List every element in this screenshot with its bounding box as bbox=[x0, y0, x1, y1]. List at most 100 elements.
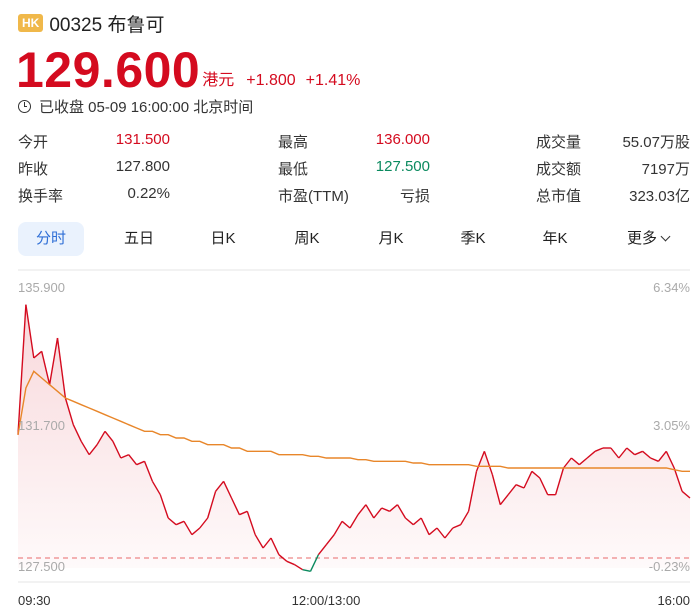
price-segment bbox=[467, 471, 478, 512]
price-segment bbox=[381, 507, 390, 512]
tab-intraday[interactable]: 分时 bbox=[18, 222, 84, 256]
stat-label-open: 今开 bbox=[18, 134, 49, 151]
price-change: +1.800 bbox=[246, 72, 296, 89]
price-segment bbox=[246, 511, 256, 535]
price-segment bbox=[88, 444, 98, 456]
price-segment bbox=[25, 304, 35, 359]
stat-value-turnover-rate: 0.22% bbox=[127, 185, 170, 202]
price-segment bbox=[41, 351, 51, 385]
price-segment bbox=[56, 337, 67, 399]
price-segment bbox=[136, 460, 145, 466]
market-status-text: 已收盘 05-09 16:00:00 北京时间 bbox=[39, 98, 254, 116]
price-segment bbox=[634, 450, 643, 456]
stat-value-turnover: 7197万 bbox=[641, 161, 690, 178]
price-segment bbox=[618, 447, 628, 459]
clock-icon bbox=[18, 99, 31, 113]
price-segment bbox=[230, 497, 241, 515]
price-change-percent: +1.41% bbox=[305, 72, 361, 89]
price-segment bbox=[143, 461, 154, 482]
price-segment bbox=[507, 484, 517, 496]
tab-five-day[interactable]: 五日 bbox=[123, 230, 154, 247]
stat-label-prev-close: 昨收 bbox=[18, 161, 49, 178]
axis-labels: 135.900 6.34% 131.700 3.05% 127.500 -0.23% 09:… bbox=[18, 280, 690, 608]
price-segment bbox=[64, 397, 74, 425]
price-segment bbox=[294, 564, 303, 571]
price-segment bbox=[104, 430, 114, 442]
price-segment bbox=[302, 569, 311, 572]
average-price-line bbox=[17, 370, 690, 473]
price-segment bbox=[373, 507, 383, 519]
stats-row: 今开 131.500 最高 136.000 成交量 55.07万股 bbox=[18, 128, 690, 155]
tab-more[interactable]: 更多 bbox=[610, 222, 686, 256]
tab-yearly-k[interactable]: 年K bbox=[542, 230, 568, 247]
price-segment bbox=[515, 484, 525, 489]
y-axis-percent-label: 6.34% bbox=[653, 280, 690, 295]
price-segment bbox=[72, 424, 82, 442]
price-segment bbox=[396, 504, 407, 519]
price-segment bbox=[404, 517, 414, 526]
price-segment bbox=[444, 527, 454, 539]
y-axis-price-label: 127.500 bbox=[18, 559, 65, 574]
y-axis-percent-label: -0.23% bbox=[649, 559, 691, 574]
price-segment bbox=[562, 457, 572, 469]
stats-grid: 今开 131.500 最高 136.000 成交量 55.07万股 昨收 127… bbox=[18, 128, 690, 209]
stat-label-turnover-rate: 换手率 bbox=[18, 188, 64, 205]
price-segment bbox=[215, 480, 225, 492]
price-segment bbox=[239, 510, 248, 516]
price-segment bbox=[341, 520, 351, 529]
price-row: 129.600 港元 +1.800 +1.41% bbox=[16, 40, 360, 96]
price-segment bbox=[499, 494, 509, 506]
tab-daily-k[interactable]: 日K bbox=[210, 230, 236, 247]
stat-label-pe: 市盈(TTM) bbox=[278, 188, 349, 205]
price-segment bbox=[436, 527, 446, 539]
stat-label-market-cap: 总市值 bbox=[536, 188, 582, 205]
price-segment bbox=[191, 527, 201, 536]
chart-period-tabs: 分时 五日 日K 周K 月K 季K 年K 更多 bbox=[18, 222, 690, 256]
price-segment bbox=[262, 537, 272, 549]
price-segment bbox=[207, 491, 217, 519]
tab-monthly-k[interactable]: 月K bbox=[378, 230, 404, 247]
price-segment bbox=[626, 447, 636, 456]
chevron-down-icon bbox=[660, 231, 671, 242]
price-segment bbox=[167, 517, 177, 526]
y-axis-price-label: 135.900 bbox=[18, 280, 65, 295]
y-axis-percent-label: 3.05% bbox=[653, 418, 690, 433]
stat-label-turnover: 成交额 bbox=[536, 161, 582, 178]
stat-value-pe: 亏损 bbox=[399, 188, 430, 205]
price-segment bbox=[80, 440, 90, 456]
price-segment bbox=[460, 510, 470, 526]
stat-value-low: 127.500 bbox=[375, 158, 430, 175]
price-segment bbox=[523, 471, 533, 489]
price-line-group bbox=[17, 304, 691, 572]
price-segment bbox=[96, 430, 106, 446]
price-segment bbox=[151, 480, 161, 496]
price-segment bbox=[254, 534, 264, 549]
price-segment bbox=[389, 504, 398, 512]
stat-label-volume: 成交量 bbox=[536, 134, 582, 151]
price-segment bbox=[657, 450, 667, 462]
price-segment bbox=[483, 451, 494, 475]
price-segment bbox=[317, 544, 327, 556]
x-axis-tick-label: 09:30 bbox=[18, 593, 51, 608]
tab-quarterly-k[interactable]: 季K bbox=[460, 230, 486, 247]
price-segment bbox=[570, 457, 580, 466]
price-segment bbox=[175, 520, 185, 526]
price-segment bbox=[222, 481, 233, 499]
price-segment bbox=[539, 477, 549, 495]
price-segment bbox=[17, 304, 27, 435]
intraday-chart[interactable]: 135.900 6.34% 131.700 3.05% 127.500 -0.23% 09:… bbox=[0, 264, 700, 616]
tab-weekly-k[interactable]: 周K bbox=[294, 230, 320, 247]
price-segment bbox=[309, 554, 320, 572]
price-segment bbox=[325, 534, 335, 546]
stat-value-market-cap: 323.03亿 bbox=[629, 188, 690, 205]
x-axis-tick-label: 16:00 bbox=[657, 593, 690, 608]
price-segment bbox=[278, 554, 288, 562]
stats-row: 换手率 0.22% 市盈(TTM) 亏损 总市值 323.03亿 bbox=[18, 182, 690, 209]
price-segment bbox=[673, 467, 683, 492]
price-segment bbox=[642, 450, 651, 459]
stats-row: 昨收 127.800 最低 127.500 成交额 7197万 bbox=[18, 155, 690, 182]
price-area-fill bbox=[18, 304, 690, 572]
price-segment bbox=[333, 520, 343, 536]
stock-header: HK 00325 布鲁可 bbox=[18, 8, 164, 38]
price-segment bbox=[491, 474, 501, 505]
